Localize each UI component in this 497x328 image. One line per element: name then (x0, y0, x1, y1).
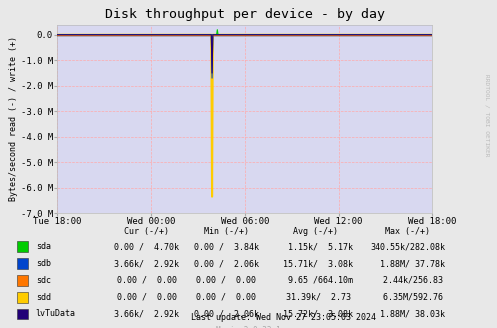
Bar (17, 258, 28, 269)
Text: sdb: sdb (36, 259, 51, 268)
Text: Last update: Wed Nov 27 23:05:03 2024: Last update: Wed Nov 27 23:05:03 2024 (191, 313, 376, 322)
Text: 2.44k/256.83: 2.44k/256.83 (373, 276, 442, 285)
Text: Munin 2.0.33-1: Munin 2.0.33-1 (216, 326, 281, 328)
Title: Disk throughput per device - by day: Disk throughput per device - by day (105, 8, 385, 21)
Text: Avg (-/+): Avg (-/+) (293, 227, 338, 236)
Y-axis label: Bytes/second read (-) / write (+): Bytes/second read (-) / write (+) (9, 36, 18, 201)
Text: 0.00 /  2.06k: 0.00 / 2.06k (194, 259, 258, 268)
Text: 340.55k/282.08k: 340.55k/282.08k (370, 242, 445, 251)
Text: 3.66k/  2.92k: 3.66k/ 2.92k (114, 259, 179, 268)
Bar (17, 309, 28, 319)
Text: 9.65 /664.10m: 9.65 /664.10m (278, 276, 353, 285)
Text: 0.00 /  0.00: 0.00 / 0.00 (117, 276, 176, 285)
Text: 0.00 /  0.00: 0.00 / 0.00 (196, 276, 256, 285)
Text: sdd: sdd (36, 293, 51, 302)
Text: lvTuData: lvTuData (36, 309, 76, 318)
Text: 1.88M/ 37.78k: 1.88M/ 37.78k (370, 259, 445, 268)
Text: sdc: sdc (36, 276, 51, 285)
Text: 0.00 /  3.84k: 0.00 / 3.84k (194, 242, 258, 251)
Text: 0.00 /  0.00: 0.00 / 0.00 (196, 293, 256, 302)
Text: 0.00 /  0.00: 0.00 / 0.00 (117, 293, 176, 302)
Text: 15.71k/  3.08k: 15.71k/ 3.08k (278, 259, 353, 268)
Text: 15.72k/  3.08k: 15.72k/ 3.08k (278, 309, 353, 318)
Text: 6.35M/592.76: 6.35M/592.76 (373, 293, 442, 302)
Bar (17, 292, 28, 302)
Text: 3.66k/  2.92k: 3.66k/ 2.92k (114, 309, 179, 318)
Bar (17, 275, 28, 286)
Text: 0.00 /  2.06k: 0.00 / 2.06k (194, 309, 258, 318)
Text: Max (-/+): Max (-/+) (385, 227, 430, 236)
Text: RRDTOOL / TOBI OETIKER: RRDTOOL / TOBI OETIKER (485, 73, 490, 156)
Text: sda: sda (36, 242, 51, 251)
Text: Cur (-/+): Cur (-/+) (124, 227, 169, 236)
Bar (17, 241, 28, 252)
Text: 0.00 /  4.70k: 0.00 / 4.70k (114, 242, 179, 251)
Text: Min (-/+): Min (-/+) (204, 227, 248, 236)
Text: 31.39k/  2.73: 31.39k/ 2.73 (281, 293, 350, 302)
Text: 1.88M/ 38.03k: 1.88M/ 38.03k (370, 309, 445, 318)
Text: 1.15k/  5.17k: 1.15k/ 5.17k (278, 242, 353, 251)
